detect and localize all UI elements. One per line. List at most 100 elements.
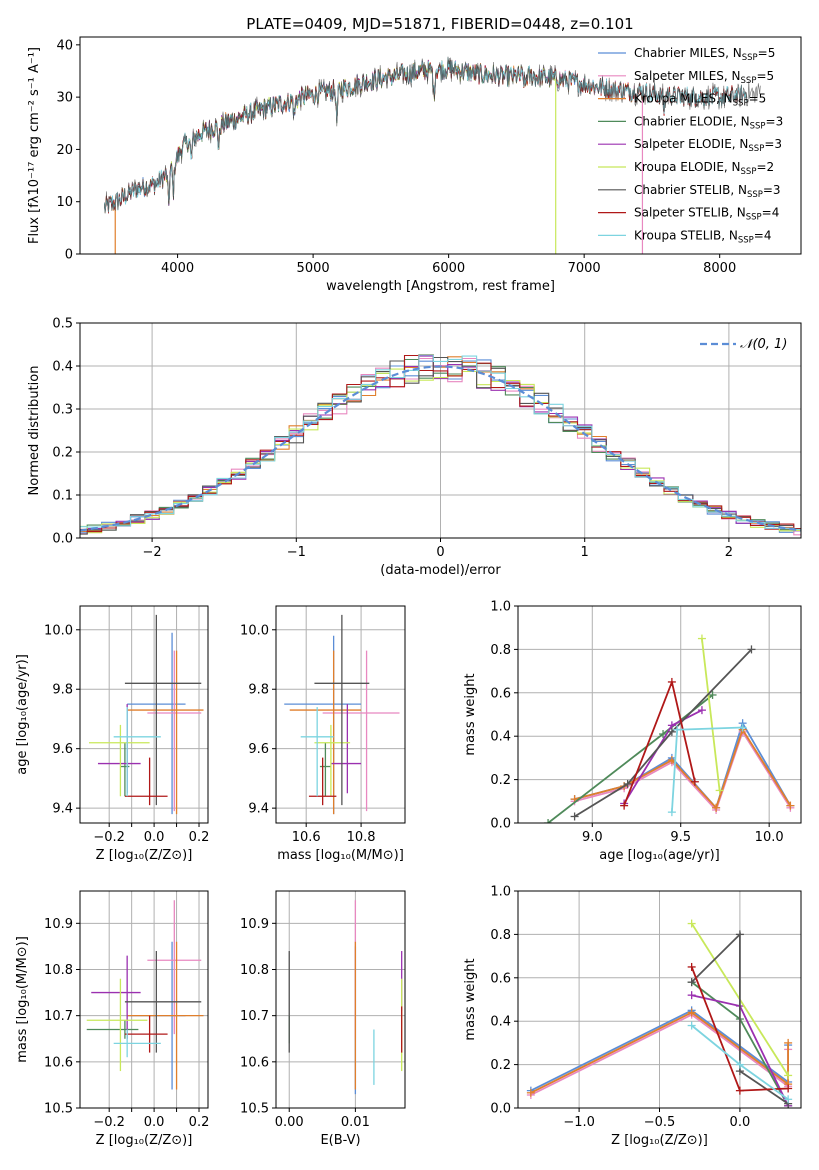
y-tick-label: 0.0	[490, 1102, 511, 1117]
y-tick-label: 10.8	[44, 963, 73, 978]
legend-label: Salpeter STELIB, NSSP=4	[634, 206, 779, 223]
y-tick-label: 0.6	[490, 971, 511, 986]
errorbar-point	[120, 742, 130, 797]
x-axis-label: mass [log₁₀(M/M⊙)]	[277, 848, 404, 863]
y-tick-label: 10.9	[240, 917, 269, 932]
y-tick-label: 0.6	[490, 686, 511, 701]
errorbar-point	[86, 1020, 139, 1039]
weight_vs_age-panel: 9.0 9.5 10.0 0.0 0.2 0.4 0.6 0.8 1.0 age [log₁₀(a…	[463, 600, 802, 863]
y-axis-label: mass [log₁₀(M/M⊙)]	[15, 936, 30, 1063]
x-axis-label: wavelength [Angstrom, rest frame]	[326, 279, 555, 294]
errorbar-point	[319, 742, 331, 797]
y-axis-label: Normed distribution	[27, 366, 42, 496]
weight-line	[691, 932, 789, 1105]
y-tick-label: 0.1	[52, 489, 73, 504]
x-tick-label: 0.01	[341, 1115, 370, 1130]
y-tick-label: 9.6	[248, 742, 269, 757]
y-tick-label: 9.8	[248, 683, 269, 698]
y-tick-label: 10.6	[240, 1055, 269, 1070]
errorbar-point	[113, 707, 161, 797]
residuals-panel: −2 −1 0 1 2 0.0 0.1 0.2 0.3 0.4 0.5 (data-model)/er…	[27, 317, 802, 578]
x-tick-label: 9.0	[582, 830, 603, 845]
x-axis-label: Z [log₁₀(Z/Z⊙)]	[96, 848, 193, 863]
y-tick-label: 10.6	[44, 1055, 73, 1070]
axes-frame	[79, 890, 209, 1109]
y-tick-label: 0.2	[490, 773, 511, 788]
weight-line	[574, 727, 792, 810]
y-tick-label: 0.5	[52, 317, 73, 332]
y-tick-label: 10	[56, 195, 73, 210]
axes-frame	[275, 605, 406, 824]
y-tick-label: 30	[56, 91, 73, 106]
errorbar-point	[314, 724, 351, 797]
errorbars	[88, 614, 204, 815]
y-tick-label: 0.2	[52, 446, 73, 461]
errorbar-point	[91, 955, 141, 1039]
weight-lines	[526, 919, 793, 1108]
errorbar-point	[308, 757, 337, 806]
y-tick-label: 10.5	[240, 1102, 269, 1117]
x-tick-label: 2	[725, 545, 733, 560]
errorbars	[284, 614, 400, 815]
y-tick-label: 9.8	[52, 683, 73, 698]
age_vs_mass-panel: 10.6 10.8 9.4 9.6 9.8 10.0 mass [log₁₀(M/M⊙)]	[240, 605, 406, 863]
x-tick-label: 7000	[568, 261, 601, 276]
spectrum-panel: 4000 5000 6000 7000 8000 0 10 20 30 40 wavelength …	[27, 36, 802, 294]
x-tick-label: 6000	[432, 261, 465, 276]
weight_vs_Z-panel: −1.0 −0.5 0.0 0.0 0.2 0.4 0.6 0.8 1.0 Z [log₁₀(Z/…	[463, 885, 802, 1148]
mass_vs_Z-panel: −0.2 0.0 0.2 10.5 10.6 10.7 10.8 10.9 Z [log₁₀(Z…	[15, 890, 210, 1148]
y-tick-label: 9.4	[248, 802, 269, 817]
y-axis-label: mass weight	[463, 958, 478, 1040]
normal-curve	[80, 365, 801, 532]
x-tick-label: 0.0	[144, 830, 165, 845]
x-axis-label: E(B-V)	[320, 1133, 360, 1148]
x-tick-label: 0.2	[189, 1115, 210, 1130]
errorbar-point	[88, 724, 150, 797]
figure-title: PLATE=0409, MJD=51871, FIBERID=0448, z=0…	[246, 15, 633, 33]
x-tick-label: −1.0	[563, 1115, 595, 1130]
errorbar-point	[124, 614, 202, 806]
y-axis-label: mass weight	[463, 673, 478, 755]
y-tick-label: 10.5	[44, 1102, 73, 1117]
y-tick-label: 0.2	[490, 1058, 511, 1073]
x-axis-label: Z [log₁₀(Z/Z⊙)]	[611, 1133, 708, 1148]
y-tick-label: 0.3	[52, 403, 73, 418]
x-tick-label: 0	[436, 545, 444, 560]
x-tick-label: 9.5	[670, 830, 691, 845]
legend-label: Salpeter MILES, NSSP=5	[634, 69, 774, 86]
legend-label: 𝒩(0, 1)	[740, 337, 787, 352]
errorbar-point	[322, 650, 400, 812]
weight-line	[701, 638, 721, 791]
errorbar-point	[314, 614, 370, 806]
errorbar-point	[124, 1015, 168, 1053]
legend-label: Salpeter ELODIE, NSSP=3	[634, 137, 782, 154]
y-tick-label: 1.0	[490, 885, 511, 900]
weight-line	[623, 709, 703, 804]
errorbar-point	[113, 1029, 161, 1058]
x-tick-label: 10.8	[347, 830, 376, 845]
errorbar-point	[147, 650, 202, 812]
y-tick-label: 10.0	[44, 623, 73, 638]
errorbar-point	[147, 900, 202, 1035]
errorbar-point	[300, 707, 334, 797]
x-axis-label: (data-model)/error	[380, 563, 501, 578]
axes-frame	[79, 605, 209, 824]
x-tick-label: 1	[581, 545, 589, 560]
y-tick-label: 40	[56, 38, 73, 53]
y-tick-label: 9.4	[52, 802, 73, 817]
x-tick-label: 0.0	[730, 1115, 751, 1130]
errorbar-point	[86, 978, 148, 1072]
y-tick-label: 0.4	[52, 360, 73, 375]
y-tick-label: 0.0	[490, 817, 511, 832]
x-tick-label: 4000	[161, 261, 194, 276]
y-tick-label: 10.7	[44, 1009, 73, 1024]
y-tick-label: 9.6	[52, 742, 73, 757]
x-tick-label: 0.00	[275, 1115, 304, 1130]
x-tick-label: −0.2	[93, 1115, 125, 1130]
y-tick-label: 20	[56, 143, 73, 158]
x-tick-label: −0.5	[644, 1115, 676, 1130]
spectrum-lines	[104, 56, 761, 254]
x-tick-label: −0.2	[93, 830, 125, 845]
y-tick-label: 1.0	[490, 600, 511, 615]
histograms	[80, 354, 801, 536]
